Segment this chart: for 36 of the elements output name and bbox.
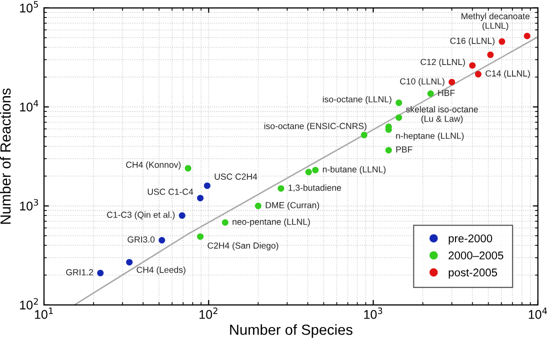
annotation: C1-C3 (Qin et al.): [107, 211, 175, 220]
annotation: skeletal iso-octane (Lu & Law): [406, 106, 478, 124]
y-tick-label: 10$^{2}$: [20, 298, 38, 310]
x-axis-title: Number of Species: [230, 324, 352, 338]
legend-label: post-2005: [448, 268, 498, 279]
annotation: iso-octane (ENSIC-CNRS): [264, 122, 366, 131]
x-tick-label: 10$^{1}$: [34, 308, 53, 319]
x-tick-label: 10$^{2}$: [200, 307, 218, 319]
y-tick-label: 10$^{3}$: [20, 199, 38, 210]
y-tick-label: 10$^{4}$: [20, 100, 38, 112]
annotation: n-butane (LLNL): [322, 166, 386, 174]
annotation: CH4 (Leeds): [136, 266, 186, 275]
annotation: C12 (LLNL): [420, 58, 465, 67]
y-axis-title: Number of Reactions: [0, 88, 11, 224]
annotation: C10 (LLNL): [400, 78, 444, 86]
annotation: Methyl decanoate (LLNL): [462, 12, 530, 30]
annotation: 1,3-butadiene: [288, 184, 342, 192]
annotation: GRI1.2: [66, 269, 93, 276]
annotation: neo-pentane (LLNL): [232, 218, 310, 227]
annotation: n-heptane (LLNL): [396, 132, 464, 141]
legend-label: pre-2000: [448, 234, 492, 245]
annotation: DME (Curran): [266, 202, 320, 210]
annotation: PBF: [396, 146, 412, 153]
x-tick-label: 10$^{4}$: [528, 308, 547, 319]
annotation: C16 (LLNL): [450, 37, 494, 46]
legend-label: 2000–2005: [448, 252, 504, 260]
annotation: USC C1-C4: [148, 188, 194, 195]
y-tick-label: 10$^{5}$: [20, 1, 38, 12]
x-tick-label: 10$^{3}$: [364, 307, 382, 319]
annotation: C14 (LLNL): [486, 70, 530, 78]
annotation: iso-octane (LLNL): [322, 96, 392, 104]
annotation: C2H4 (San Diego): [208, 242, 278, 250]
annotation: CH4 (Konnov): [126, 161, 181, 170]
annotation: HBF: [438, 90, 455, 96]
annotation: USC C2H4: [214, 174, 258, 180]
annotation: GRI3.0: [128, 236, 155, 243]
